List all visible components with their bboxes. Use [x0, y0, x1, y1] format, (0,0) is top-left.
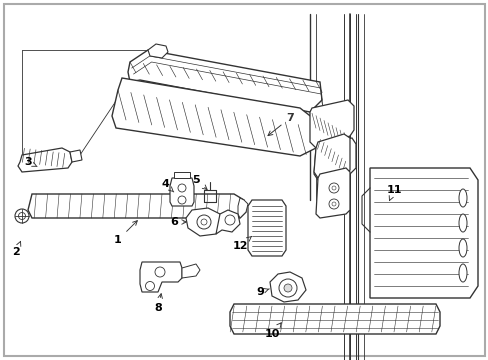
Polygon shape	[309, 100, 353, 148]
Polygon shape	[229, 304, 439, 334]
Text: 7: 7	[267, 113, 293, 136]
Text: 10: 10	[264, 323, 281, 339]
Circle shape	[328, 199, 338, 209]
Text: 1: 1	[114, 221, 137, 245]
Polygon shape	[313, 134, 349, 178]
Polygon shape	[174, 172, 190, 178]
Circle shape	[331, 186, 335, 190]
Text: 8: 8	[154, 294, 162, 313]
Polygon shape	[18, 148, 72, 172]
Circle shape	[279, 279, 296, 297]
Polygon shape	[185, 208, 222, 236]
Polygon shape	[140, 262, 182, 292]
Circle shape	[178, 196, 185, 204]
Circle shape	[224, 215, 235, 225]
Polygon shape	[148, 44, 168, 58]
Polygon shape	[247, 200, 285, 256]
Text: 3: 3	[24, 157, 37, 167]
Polygon shape	[182, 264, 200, 278]
Polygon shape	[216, 210, 240, 234]
Circle shape	[197, 215, 210, 229]
Polygon shape	[315, 168, 349, 218]
Circle shape	[284, 284, 291, 292]
Circle shape	[19, 212, 25, 220]
Polygon shape	[112, 78, 317, 156]
Circle shape	[145, 282, 154, 291]
Polygon shape	[238, 198, 247, 218]
Polygon shape	[70, 150, 82, 162]
Polygon shape	[313, 138, 355, 180]
Polygon shape	[269, 272, 305, 302]
Circle shape	[15, 209, 29, 223]
Text: 2: 2	[12, 241, 21, 257]
Circle shape	[331, 202, 335, 206]
Ellipse shape	[458, 189, 466, 207]
Text: 6: 6	[170, 217, 186, 227]
Ellipse shape	[458, 264, 466, 282]
Polygon shape	[28, 194, 245, 218]
Circle shape	[328, 183, 338, 193]
Circle shape	[155, 267, 164, 277]
Text: 11: 11	[386, 185, 401, 201]
Text: 5: 5	[192, 175, 207, 189]
Text: 9: 9	[256, 287, 269, 297]
Text: 12: 12	[232, 237, 251, 251]
Ellipse shape	[458, 239, 466, 257]
Polygon shape	[369, 168, 477, 298]
Polygon shape	[170, 178, 194, 206]
Circle shape	[201, 219, 206, 225]
Ellipse shape	[458, 214, 466, 232]
Polygon shape	[128, 50, 321, 112]
Circle shape	[178, 184, 185, 192]
Text: 4: 4	[161, 179, 173, 192]
